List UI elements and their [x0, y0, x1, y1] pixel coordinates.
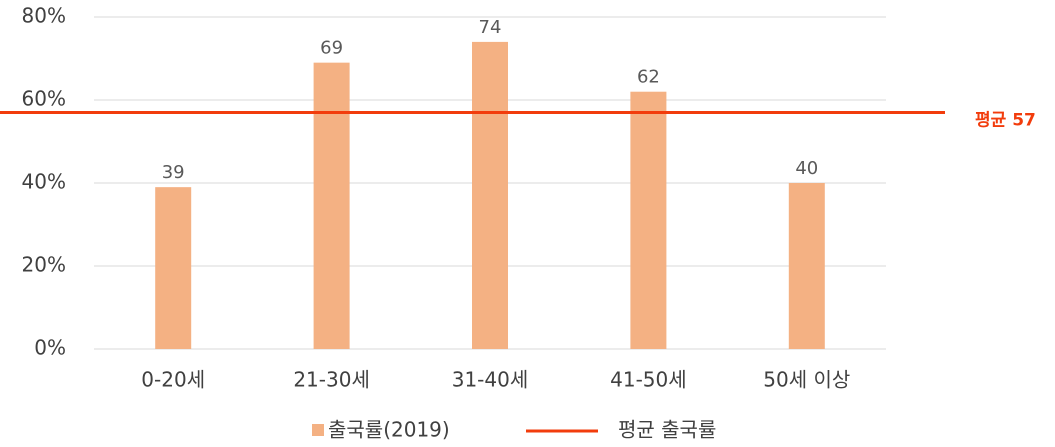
legend-label: 평균 출국률	[618, 418, 716, 442]
y-tick-label: 60%	[22, 87, 66, 111]
x-tick-label: 41-50세	[610, 368, 687, 392]
bar	[155, 187, 192, 349]
y-tick-label: 0%	[34, 336, 66, 360]
bar	[472, 41, 508, 350]
bar	[788, 183, 825, 349]
y-tick-label: 20%	[22, 253, 66, 277]
x-tick-label: 31-40세	[452, 368, 529, 392]
value-label: 40	[795, 158, 818, 179]
value-label: 62	[637, 67, 660, 88]
bar	[630, 91, 667, 349]
x-tick-label: 50세 이상	[763, 368, 850, 392]
value-label: 39	[162, 162, 185, 183]
y-tick-label: 80%	[22, 4, 66, 28]
legend-swatch	[312, 424, 324, 436]
bar	[313, 62, 350, 350]
legend-label: 출국률(2019)	[328, 418, 450, 442]
x-tick-label: 21-30세	[293, 368, 370, 392]
value-label: 74	[479, 17, 502, 38]
average-label: 평균 57	[975, 110, 1036, 130]
y-tick-label: 40%	[22, 170, 66, 194]
x-tick-label: 0-20세	[141, 368, 205, 392]
value-label: 69	[320, 38, 343, 59]
